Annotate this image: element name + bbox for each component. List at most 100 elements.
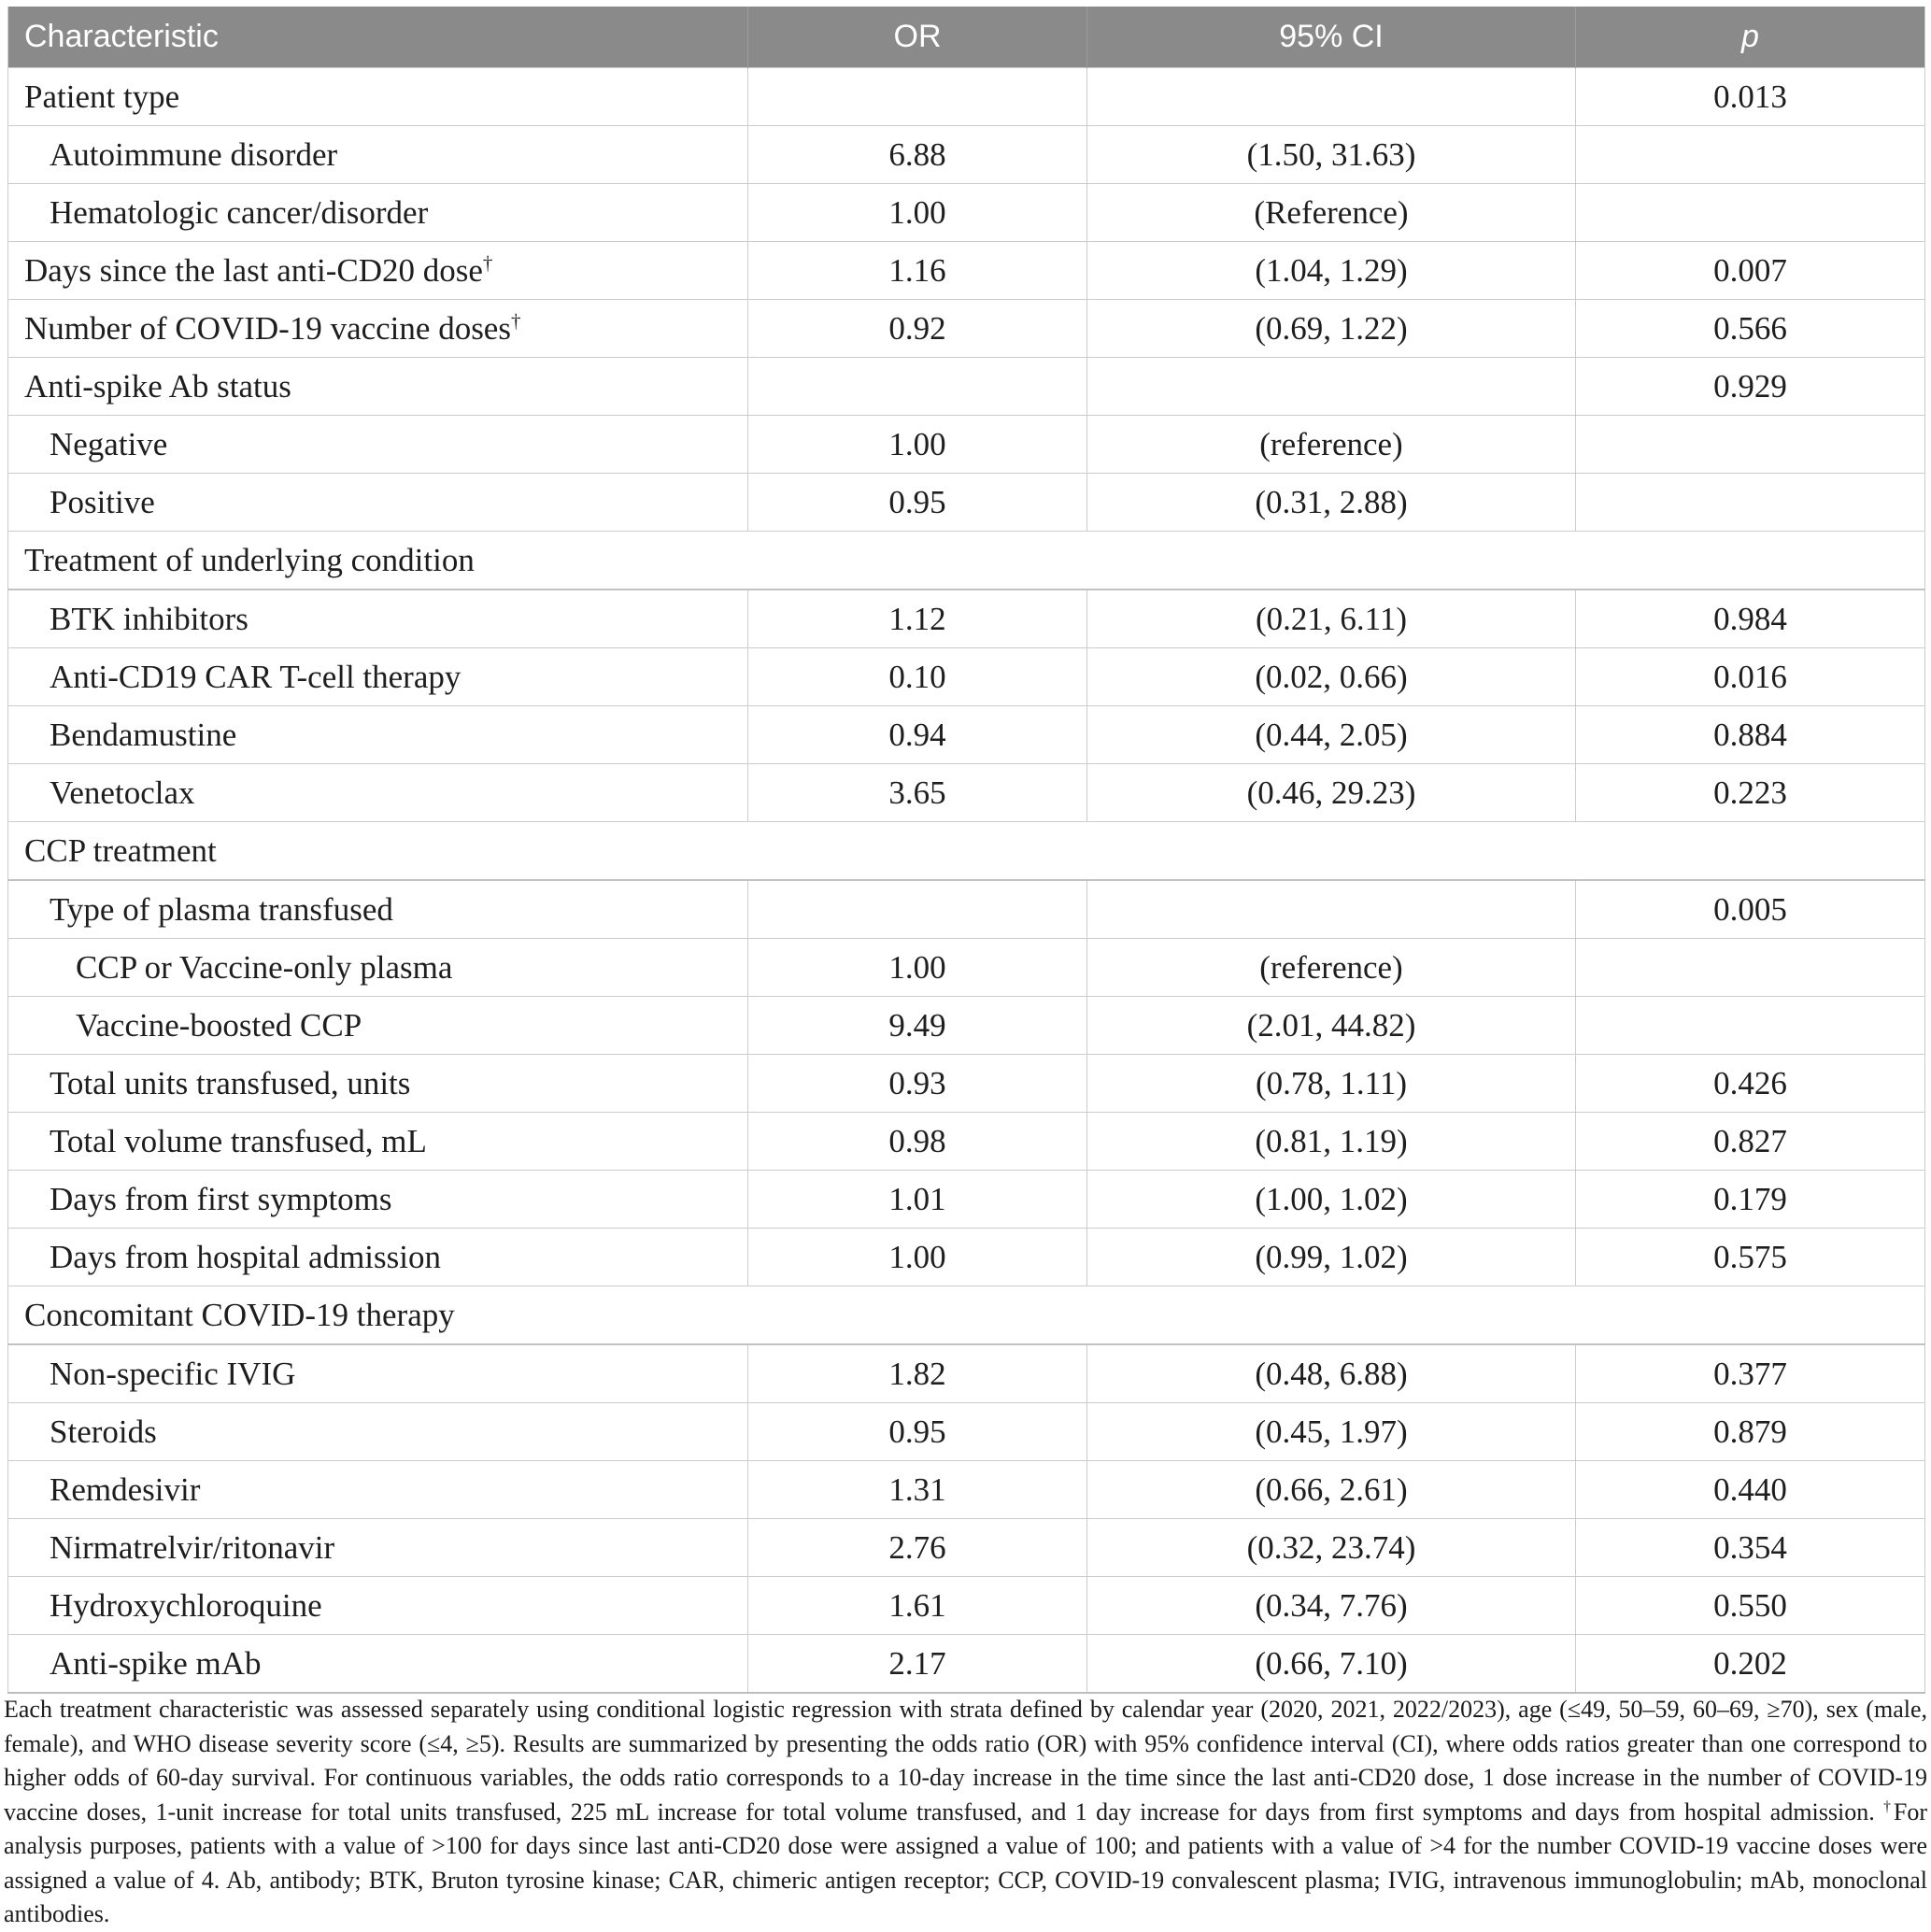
characteristic-cell: Total volume transfused, mL xyxy=(7,1112,748,1171)
table-row: Days since the last anti-CD20 dose† 1.16(… xyxy=(7,241,1925,300)
table-row: Non-specific IVIG 1.82 (0.48, 6.88) 0.377 xyxy=(7,1343,1925,1403)
or-cell xyxy=(747,357,1087,416)
table-row: Nirmatrelvir/ritonavir 2.76 (0.32, 23.74) 0… xyxy=(7,1518,1925,1577)
section-row: CCP treatment xyxy=(7,821,1925,881)
or-cell: 1.31 xyxy=(747,1460,1087,1519)
column-header-or: OR xyxy=(747,7,1087,68)
characteristic-cell: Steroids xyxy=(7,1402,748,1461)
p-cell: 0.929 xyxy=(1575,357,1925,416)
p-cell: 0.884 xyxy=(1575,705,1925,764)
table-footnote: Each treatment characteristic was assess… xyxy=(4,1696,1928,1927)
table-row: CCP or Vaccine-only plasma 1.00 (reference… xyxy=(7,938,1925,997)
ci-cell: (0.31, 2.88) xyxy=(1086,473,1576,532)
or-cell xyxy=(747,879,1087,939)
or-cell: 1.00 xyxy=(747,938,1087,997)
table-row: Total units transfused, units 0.93 (0.78, … xyxy=(7,1054,1925,1113)
p-cell: 0.007 xyxy=(1575,241,1925,300)
table-row: Anti-spike Ab status 0.929 xyxy=(7,357,1925,416)
characteristic-cell: Days since the last anti-CD20 dose† xyxy=(7,241,748,300)
table-row: Days from first symptoms 1.01 (1.00, 1.02)… xyxy=(7,1170,1925,1229)
table-row: Positive 0.95 (0.31, 2.88) xyxy=(7,473,1925,532)
table-row: Remdesivir 1.31 (0.66, 2.61) 0.440 xyxy=(7,1460,1925,1519)
or-cell: 1.61 xyxy=(747,1576,1087,1635)
characteristic-cell: Treatment of underlying condition xyxy=(7,531,1925,590)
p-cell xyxy=(1575,473,1925,532)
characteristic-cell: Hematologic cancer/disorder xyxy=(7,183,748,242)
ci-cell xyxy=(1086,357,1576,416)
or-cell: 3.65 xyxy=(747,763,1087,822)
or-cell: 0.92 xyxy=(747,299,1087,358)
or-cell: 1.12 xyxy=(747,589,1087,648)
characteristic-cell: Patient type xyxy=(7,67,748,126)
characteristic-cell: Type of plasma transfused xyxy=(7,879,748,939)
characteristic-cell: Nirmatrelvir/ritonavir xyxy=(7,1518,748,1577)
p-cell xyxy=(1575,125,1925,184)
characteristic-cell: Anti-spike Ab status xyxy=(7,357,748,416)
table-row: Autoimmune disorder 6.88 (1.50, 31.63) xyxy=(7,125,1925,184)
p-cell xyxy=(1575,415,1925,474)
table-row: Bendamustine 0.94 (0.44, 2.05) 0.884 xyxy=(7,705,1925,764)
table-row: Patient type 0.013 xyxy=(7,67,1925,126)
section-row: Treatment of underlying condition xyxy=(7,531,1925,590)
characteristic-cell: Negative xyxy=(7,415,748,474)
or-cell: 1.01 xyxy=(747,1170,1087,1229)
ci-cell: (0.78, 1.11) xyxy=(1086,1054,1576,1113)
column-header-p: p xyxy=(1575,7,1925,68)
characteristic-cell: Positive xyxy=(7,473,748,532)
or-cell: 1.82 xyxy=(747,1343,1087,1403)
table-header: Characteristic OR 95% CI p xyxy=(7,7,1925,68)
table-row: Anti-spike mAb 2.17 (0.66, 7.10) 0.202 xyxy=(7,1634,1925,1693)
odds-ratio-table: Characteristic OR 95% CI p Patient type 0… xyxy=(7,7,1925,1694)
table-row: Vaccine-boosted CCP 9.49 (2.01, 44.82) xyxy=(7,996,1925,1055)
or-cell: 0.93 xyxy=(747,1054,1087,1113)
characteristic-cell: Autoimmune disorder xyxy=(7,125,748,184)
or-cell: 0.94 xyxy=(747,705,1087,764)
table-row: Type of plasma transfused 0.005 xyxy=(7,879,1925,939)
or-cell: 2.76 xyxy=(747,1518,1087,1577)
p-cell: 0.426 xyxy=(1575,1054,1925,1113)
or-cell: 0.95 xyxy=(747,1402,1087,1461)
table-body: Patient type 0.013 Autoimmune disorder 6.88… xyxy=(7,67,1925,1693)
characteristic-cell: Non-specific IVIG xyxy=(7,1343,748,1403)
table-row: Venetoclax 3.65 (0.46, 29.23) 0.223 xyxy=(7,763,1925,822)
ci-cell xyxy=(1086,879,1576,939)
ci-cell: (1.00, 1.02) xyxy=(1086,1170,1576,1229)
p-cell: 0.202 xyxy=(1575,1634,1925,1693)
table-row: BTK inhibitors 1.12 (0.21, 6.11) 0.984 xyxy=(7,589,1925,648)
dagger-marker: † xyxy=(510,308,521,332)
p-cell: 0.005 xyxy=(1575,879,1925,939)
characteristic-cell: Venetoclax xyxy=(7,763,748,822)
footnote-dagger: † xyxy=(1883,1797,1894,1814)
ci-cell: (0.66, 7.10) xyxy=(1086,1634,1576,1693)
p-cell: 0.879 xyxy=(1575,1402,1925,1461)
characteristic-cell: Remdesivir xyxy=(7,1460,748,1519)
table-row: Total volume transfused, mL 0.98 (0.81, 1.… xyxy=(7,1112,1925,1171)
ci-cell: (1.50, 31.63) xyxy=(1086,125,1576,184)
p-cell xyxy=(1575,996,1925,1055)
or-cell: 9.49 xyxy=(747,996,1087,1055)
ci-cell: (0.99, 1.02) xyxy=(1086,1228,1576,1286)
header-row: Characteristic OR 95% CI p xyxy=(7,7,1925,68)
p-cell: 0.440 xyxy=(1575,1460,1925,1519)
characteristic-cell: Vaccine-boosted CCP xyxy=(7,996,748,1055)
ci-cell: (0.44, 2.05) xyxy=(1086,705,1576,764)
or-cell: 0.95 xyxy=(747,473,1087,532)
ci-cell: (0.45, 1.97) xyxy=(1086,1402,1576,1461)
ci-cell: (1.04, 1.29) xyxy=(1086,241,1576,300)
characteristic-cell: Number of COVID-19 vaccine doses† xyxy=(7,299,748,358)
p-cell xyxy=(1575,938,1925,997)
p-cell xyxy=(1575,183,1925,242)
ci-cell: (0.32, 23.74) xyxy=(1086,1518,1576,1577)
table-row: Number of COVID-19 vaccine doses† 0.92 (0.… xyxy=(7,299,1925,358)
p-cell: 0.223 xyxy=(1575,763,1925,822)
or-cell: 1.00 xyxy=(747,1228,1087,1286)
characteristic-cell: Anti-spike mAb xyxy=(7,1634,748,1693)
ci-cell: (0.21, 6.11) xyxy=(1086,589,1576,648)
ci-cell: (Reference) xyxy=(1086,183,1576,242)
ci-cell: (0.81, 1.19) xyxy=(1086,1112,1576,1171)
p-cell: 0.575 xyxy=(1575,1228,1925,1286)
characteristic-cell: Bendamustine xyxy=(7,705,748,764)
characteristic-cell: Concomitant COVID-19 therapy xyxy=(7,1286,1925,1345)
ci-cell: (0.48, 6.88) xyxy=(1086,1343,1576,1403)
p-cell: 0.016 xyxy=(1575,647,1925,706)
